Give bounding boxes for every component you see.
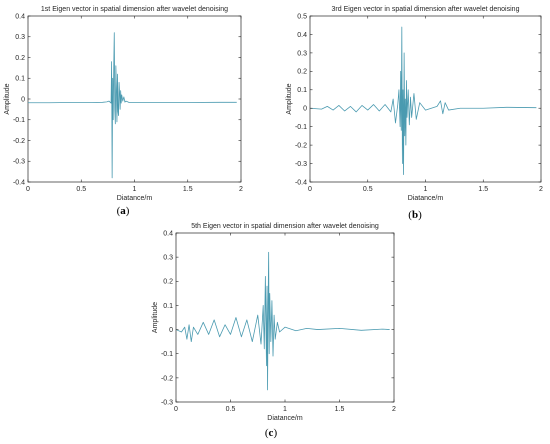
plot-frame [175, 232, 395, 403]
y-tick-label: 0.2 [15, 55, 25, 62]
x-tick-label: 1 [424, 186, 428, 193]
panel-label-open: ( [408, 209, 412, 221]
y-tick-label: -0.4 [13, 179, 25, 186]
x-tick-label: 2 [392, 406, 396, 413]
y-tick-label: -0.2 [161, 375, 173, 382]
y-tick-label: 0.3 [15, 34, 25, 41]
y-axis-label: Amplitude [286, 83, 293, 114]
y-tick-label: 0.2 [297, 69, 307, 76]
y-axis-label: Amplitude [152, 302, 159, 333]
panel-label-open: ( [117, 205, 121, 217]
x-tick-label: 0 [26, 186, 30, 193]
x-tick-label: 0.5 [76, 186, 86, 193]
chart-panel-c: 0 0.5 1 1.5 2 -0.3 -0.2 -0.1 0 0.1 0.2 0.3 0.4 5th Ei… [152, 223, 396, 439]
chart-panel-b: 0 0.5 1 1.5 2 -0.4 -0.3 -0.2 -0.1 0 0.1 0.2 0.3 0.4 0.… [286, 6, 543, 221]
x-tick-label: 1.5 [478, 186, 488, 193]
plot-frame [27, 15, 242, 183]
panel-label-close: ) [273, 427, 277, 439]
y-tick-label: 0 [21, 96, 25, 103]
x-axis-label: Diatance/m [117, 195, 153, 202]
x-tick-label: 2 [239, 186, 243, 193]
y-tick-label: 0.5 [297, 13, 307, 20]
y-tick-label: 0.2 [163, 279, 173, 286]
plot-frame [309, 15, 542, 183]
chart-panel-a: 0 0.5 1 1.5 2 -0.4 -0.3 -0.2 -0.1 0 0.1 0.2 0.3 0.4 1s… [4, 6, 243, 217]
x-tick-label: 1.5 [335, 406, 345, 413]
x-tick-label: 0 [308, 186, 312, 193]
panel-label-letter: a [120, 205, 126, 217]
y-tick-label: 0.3 [297, 50, 307, 57]
series-line [175, 251, 390, 391]
panel-label: (a) [117, 205, 130, 217]
x-tick-label: 0.5 [226, 406, 236, 413]
panel-label-open: ( [265, 427, 269, 439]
panel-label: (c) [265, 427, 278, 439]
y-tick-label: -0.1 [161, 351, 173, 358]
y-tick-label: -0.3 [13, 159, 25, 166]
panel-label-letter: c [269, 427, 274, 439]
y-tick-label: -0.4 [295, 179, 307, 186]
x-axis-label: Diatance/m [408, 195, 444, 202]
x-tick-label: 0.5 [363, 186, 373, 193]
y-tick-label: 0 [169, 327, 173, 334]
y-tick-label: 0.1 [15, 76, 25, 83]
y-axis-label: Amplitude [4, 83, 11, 114]
y-tick-label: -0.2 [295, 143, 307, 150]
y-tick-label: 0.4 [15, 13, 25, 20]
chart-title: 5th Eigen vector in spatial dimension af… [191, 223, 379, 230]
x-tick-label: 1 [133, 186, 137, 193]
y-tick-label: 0.1 [297, 87, 307, 94]
x-tick-label: 2 [539, 186, 543, 193]
y-tick-label: -0.3 [295, 161, 307, 168]
panel-label: (b) [408, 209, 422, 221]
y-tick-label: 0.3 [163, 255, 173, 262]
x-tick-label: 1 [283, 406, 287, 413]
y-tick-label: 0 [303, 106, 307, 113]
y-tick-label: 0.4 [297, 32, 307, 39]
y-tick-label: -0.1 [13, 117, 25, 124]
x-tick-label: 0 [174, 406, 178, 413]
chart-title: 3rd Eigen vector in spatial dimension af… [332, 6, 520, 13]
series-line [309, 26, 537, 176]
y-tick-label: 0.4 [163, 230, 173, 237]
series-line [28, 32, 237, 179]
y-tick-label: -0.3 [161, 399, 173, 406]
panel-label-close: ) [418, 209, 422, 221]
y-tick-label: -0.2 [13, 138, 25, 145]
chart-title: 1st Eigen vector in spatial dimension af… [41, 6, 228, 13]
x-axis-label: Diatance/m [267, 415, 303, 422]
y-tick-label: -0.1 [295, 124, 307, 131]
x-tick-label: 1.5 [183, 186, 193, 193]
y-tick-label: 0.1 [163, 303, 173, 310]
panel-label-letter: b [412, 209, 418, 221]
panel-label-close: ) [126, 205, 130, 217]
